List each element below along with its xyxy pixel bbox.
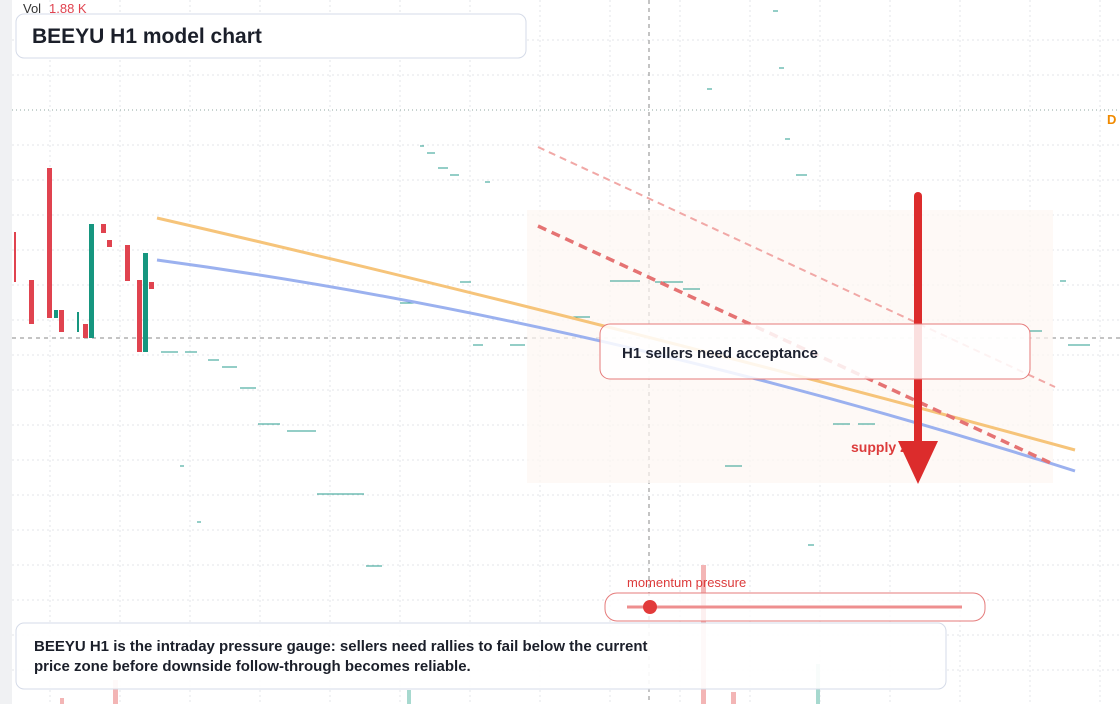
tick-dashes: [161, 10, 1090, 567]
left-strip: [0, 0, 12, 704]
candles: [14, 168, 154, 352]
gauge-knob: [643, 600, 657, 614]
footer-text: BEEYU H1 is the intraday pressure gauge:…: [34, 638, 648, 675]
title: BEEYU H1 model chart: [32, 25, 262, 48]
edge-marker: D: [1107, 112, 1116, 127]
volume-label: Vol: [23, 1, 41, 16]
arrow-head: [898, 441, 938, 484]
lower-channel: [537, 224, 1056, 467]
footer-wrap: BEEYU H1 is the intraday pressure gauge:…: [34, 638, 648, 675]
callout: H1 sellers need acceptance: [622, 345, 818, 362]
title-box: [15, 13, 527, 59]
callout-box: [599, 323, 1031, 380]
footer-box: [15, 622, 947, 690]
gauge-label: momentum pressure: [627, 575, 746, 590]
volume-value: 1.88 K: [49, 1, 87, 16]
